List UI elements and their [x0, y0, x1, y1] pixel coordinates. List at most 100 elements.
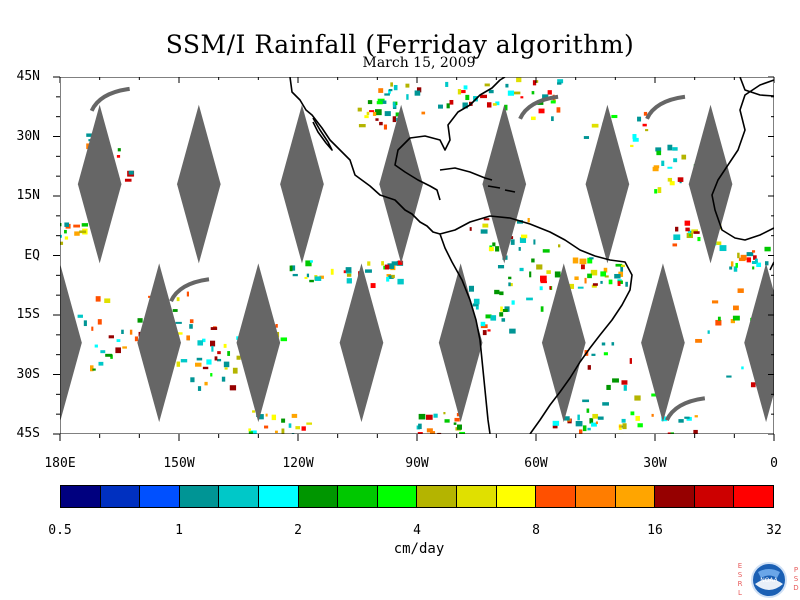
rain-pixel	[480, 229, 488, 234]
rain-pixel	[397, 278, 404, 285]
rain-pixel	[693, 231, 700, 234]
rain-pixel	[584, 277, 587, 284]
rain-pixel	[513, 91, 521, 95]
rain-pixel	[669, 181, 675, 186]
rain-pixel	[618, 271, 624, 277]
rain-pixel	[122, 346, 127, 349]
colorbar-box	[535, 486, 575, 507]
svg-text:D: D	[793, 584, 798, 592]
rain-pixel	[661, 160, 665, 167]
rain-pixel	[281, 418, 286, 423]
rain-pixel	[309, 260, 313, 263]
rain-pixel	[540, 275, 547, 282]
rain-pixel	[684, 416, 690, 419]
rain-pixel	[330, 268, 334, 275]
swath-gap	[744, 263, 774, 423]
rain-pixel	[486, 102, 492, 108]
rain-pixel	[465, 94, 470, 101]
rain-pixel	[417, 432, 423, 434]
rain-pixel	[54, 237, 58, 240]
lat-label: 15N	[16, 188, 40, 203]
rain-pixel	[620, 266, 624, 272]
rain-pixel	[591, 284, 597, 288]
rain-pixel	[642, 123, 647, 127]
rain-pixel	[104, 298, 111, 304]
rain-pixel	[456, 424, 462, 430]
rain-pixel	[292, 273, 298, 277]
colorbar-box	[99, 486, 140, 507]
rain-pixel	[97, 319, 102, 325]
rain-pixel	[661, 416, 667, 422]
rain-pixel	[387, 263, 395, 269]
rain-pixel	[483, 218, 490, 221]
rain-pixel	[60, 234, 62, 238]
rain-pixel	[629, 358, 632, 364]
rain-pixel	[492, 103, 497, 106]
lat-label: 15S	[16, 307, 40, 322]
rain-pixel	[600, 280, 603, 284]
colorbar-tick-label: 8	[532, 523, 540, 538]
rain-pixel	[210, 340, 216, 347]
rain-pixel	[202, 338, 206, 343]
rain-pixel	[248, 428, 252, 432]
rain-pixel	[542, 94, 549, 100]
rain-pixel	[751, 250, 756, 253]
lat-label: 45S	[16, 426, 40, 441]
coastline-europe	[739, 77, 774, 97]
rain-pixel	[197, 340, 204, 346]
rain-pixel	[651, 413, 654, 417]
rain-pixel	[369, 110, 375, 113]
rain-pixel	[655, 147, 662, 152]
rain-pixel	[729, 266, 733, 270]
rain-pixel	[597, 416, 604, 420]
rain-pixel	[518, 247, 521, 251]
swath-gaps	[60, 86, 774, 423]
rain-pixel	[236, 336, 240, 340]
rain-pixel	[64, 236, 69, 240]
colorbar-box	[337, 486, 377, 507]
rain-pixel	[372, 111, 377, 116]
rain-pixel	[622, 423, 627, 430]
rain-pixel	[591, 422, 597, 427]
colorbar-tick-label: 1	[175, 523, 183, 538]
rain-pixel	[217, 351, 221, 355]
rain-pixel	[221, 376, 226, 382]
rain-pixel	[643, 111, 648, 116]
noaa-esrl-psd-logo: E S R L P S D NOAA	[738, 562, 799, 598]
rain-pixel	[732, 315, 740, 321]
rain-pixel	[726, 375, 732, 378]
rain-pixel	[306, 273, 310, 278]
coastlines	[289, 77, 774, 434]
rain-pixel	[499, 291, 504, 296]
rain-pixel	[538, 108, 545, 114]
rain-pixel	[578, 429, 583, 434]
rain-pixel	[229, 385, 237, 391]
rain-pixel	[752, 266, 755, 270]
rain-pixel	[384, 111, 391, 117]
rain-pixel	[291, 265, 296, 271]
rain-pixel	[391, 261, 399, 266]
rain-pixel	[105, 353, 112, 357]
rain-pixel	[564, 416, 570, 421]
rain-pixel	[95, 296, 101, 302]
rain-pixel	[614, 273, 621, 279]
rain-pixel	[414, 90, 421, 96]
swath-gap	[339, 263, 384, 423]
colorbar-box	[456, 486, 496, 507]
rain-pixel	[480, 94, 488, 99]
rain-pixel	[64, 222, 70, 227]
rain-pixel	[306, 422, 313, 425]
rain-pixel	[621, 418, 626, 423]
rain-pixel	[591, 123, 599, 128]
rain-pixel	[557, 79, 564, 84]
rain-pixel	[509, 283, 513, 287]
rain-pixel	[529, 271, 532, 278]
rain-pixel	[532, 80, 537, 86]
rain-pixel	[580, 264, 585, 270]
rain-pixel	[443, 411, 446, 415]
rain-pixel	[175, 332, 183, 335]
rain-pixel	[291, 413, 298, 418]
rain-pixel	[264, 425, 269, 429]
rain-pixel	[197, 386, 202, 391]
rain-pixel	[657, 187, 662, 194]
